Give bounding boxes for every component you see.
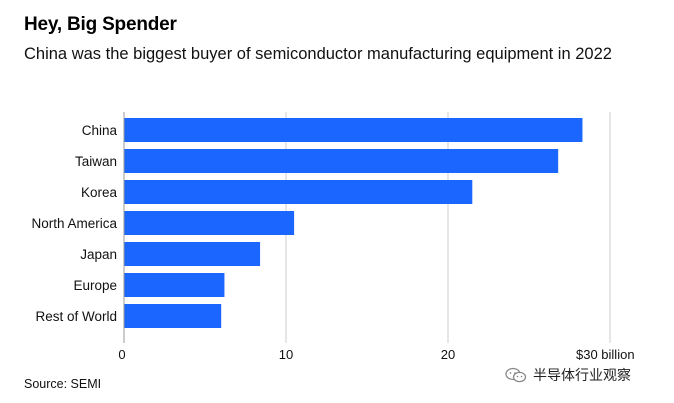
category-label: Japan (80, 247, 117, 262)
bar-china (124, 118, 583, 142)
category-label: China (82, 123, 118, 138)
x-tick-label: $30 billion (576, 347, 635, 362)
x-tick-label: 20 (441, 347, 455, 362)
category-label: Taiwan (75, 154, 117, 169)
bar-korea (124, 180, 473, 204)
bar-taiwan (124, 149, 559, 173)
watermark-text: 半导体行业观察 (533, 367, 631, 383)
bar-rest-of-world (124, 304, 222, 328)
watermark: 半导体行业观察 (505, 365, 631, 385)
category-label: North America (31, 216, 117, 231)
source-note: Source: SEMI (24, 377, 102, 391)
chart-subtitle: China was the biggest buyer of semicondu… (24, 45, 612, 63)
category-label: Korea (81, 185, 118, 200)
wechat-icon (505, 367, 527, 383)
bar-north-america (124, 211, 295, 235)
chart-title: Hey, Big Spender (24, 14, 177, 35)
x-tick-label: 0 (118, 347, 125, 362)
category-label: Europe (73, 278, 117, 293)
bar-europe (124, 273, 225, 297)
x-tick-label: 10 (279, 347, 293, 362)
bar-japan (124, 242, 261, 266)
category-label: Rest of World (35, 309, 117, 324)
